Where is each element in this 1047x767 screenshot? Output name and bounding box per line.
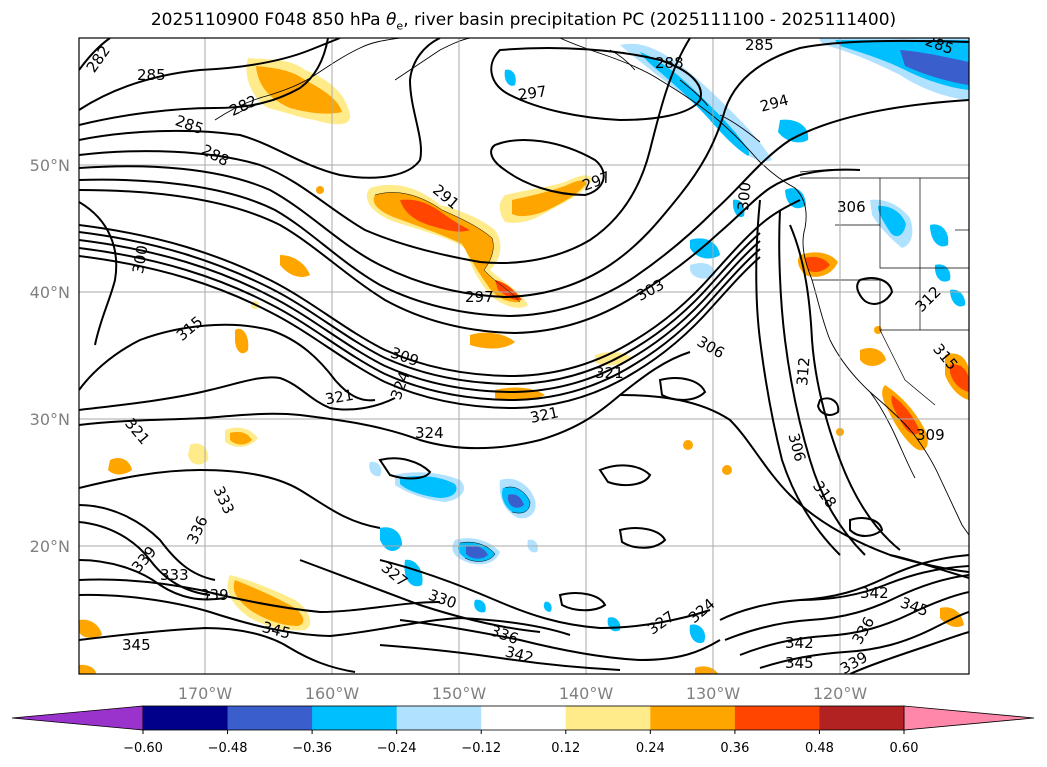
colorbar-tick-label: −0.36 xyxy=(292,741,332,756)
contour-label: 300 xyxy=(129,244,152,275)
map-background xyxy=(79,38,969,674)
contour-label: 324 xyxy=(415,424,444,442)
colorbar-tick-label: −0.60 xyxy=(123,741,163,756)
precip-negative-shading xyxy=(369,38,969,644)
lon-label-170w: 170°W xyxy=(178,684,233,703)
map-panel: 282 285 282 285 288 285 285 288 294 297 … xyxy=(79,36,969,674)
colorbar-tick-label: 0.60 xyxy=(890,741,919,756)
lat-label-30n: 30°N xyxy=(30,410,70,429)
lat-label-40n: 40°N xyxy=(30,283,70,302)
theta-e-contours xyxy=(79,38,969,674)
colorbar-bins xyxy=(143,706,905,730)
contour-label: 312 xyxy=(793,356,813,386)
lat-label-20n: 20°N xyxy=(30,537,70,556)
contour-label: 321 xyxy=(324,386,355,409)
colorbar-over-triangle xyxy=(903,705,1035,731)
coastlines xyxy=(214,38,969,536)
colorbar-tick-label: −0.12 xyxy=(461,741,501,756)
map-frame xyxy=(78,37,970,675)
colorbar-bin xyxy=(819,706,905,730)
lon-label-140w: 140°W xyxy=(559,684,614,703)
shading-outlines xyxy=(374,192,531,562)
contour-label: 333 xyxy=(160,566,189,584)
contour-label: 288 xyxy=(655,54,684,72)
precip-positive-shading xyxy=(79,58,969,674)
latitude-labels: 50°N 40°N 30°N 20°N xyxy=(30,156,70,556)
lon-label-160w: 160°W xyxy=(305,684,360,703)
lat-label-50n: 50°N xyxy=(30,156,70,175)
contour-label: 306 xyxy=(837,198,866,216)
colorbar-bin xyxy=(143,706,229,730)
colorbar-tick-label: 0.48 xyxy=(805,741,834,756)
colorbar-tick-label: 0.36 xyxy=(720,741,749,756)
colorbar-under-triangle xyxy=(11,705,144,731)
theta-subscript: e xyxy=(396,19,404,33)
contour-label: 321 xyxy=(595,364,624,382)
contour-label: 342 xyxy=(785,634,814,652)
colorbar-bin xyxy=(481,706,567,730)
contour-label: 285 xyxy=(745,36,774,54)
colorbar-tick-label: −0.24 xyxy=(377,741,417,756)
title-prefix: 2025110900 F048 850 hPa xyxy=(150,10,386,30)
theta-symbol: θ xyxy=(386,10,397,30)
colorbar-bin xyxy=(734,706,820,730)
figure-title: 2025110900 F048 850 hPa θe, river basin … xyxy=(0,10,1047,32)
colorbar-ticks: −0.60 −0.48 −0.36 −0.24 −0.12 0.12 0.24 0.36 0.4… xyxy=(123,730,918,756)
contour-label: 345 xyxy=(785,654,814,672)
colorbar-tick-label: 0.12 xyxy=(551,741,580,756)
contour-label: 297 xyxy=(465,288,494,306)
contour-label: 339 xyxy=(200,586,229,604)
colorbar-bin xyxy=(565,706,651,730)
contour-label: 300 xyxy=(734,181,754,211)
contour-label: 297 xyxy=(517,82,548,104)
colorbar-bin xyxy=(227,706,313,730)
colorbar-frame xyxy=(142,705,905,731)
contour-label: 309 xyxy=(916,426,945,444)
contour-label: 345 xyxy=(122,636,151,654)
longitude-labels: 170°W 160°W 150°W 140°W 130°W 120°W xyxy=(178,684,868,703)
lon-label-130w: 130°W xyxy=(686,684,741,703)
contour-label: 342 xyxy=(860,584,889,602)
contour-label: 285 xyxy=(137,66,166,84)
lon-label-150w: 150°W xyxy=(432,684,487,703)
lon-label-120w: 120°W xyxy=(813,684,868,703)
colorbar-tick-label: −0.48 xyxy=(208,741,248,756)
colorbar-tick-label: 0.24 xyxy=(636,741,665,756)
title-suffix: , river basin precipitation PC (20251111… xyxy=(403,10,897,30)
colorbar-bin xyxy=(396,706,482,730)
contour-label: 321 xyxy=(528,403,560,427)
colorbar-bin xyxy=(650,706,736,730)
colorbar: −0.60 −0.48 −0.36 −0.24 −0.12 0.12 0.24 0.36 0.4… xyxy=(11,705,1035,756)
colorbar-bin xyxy=(312,706,398,730)
